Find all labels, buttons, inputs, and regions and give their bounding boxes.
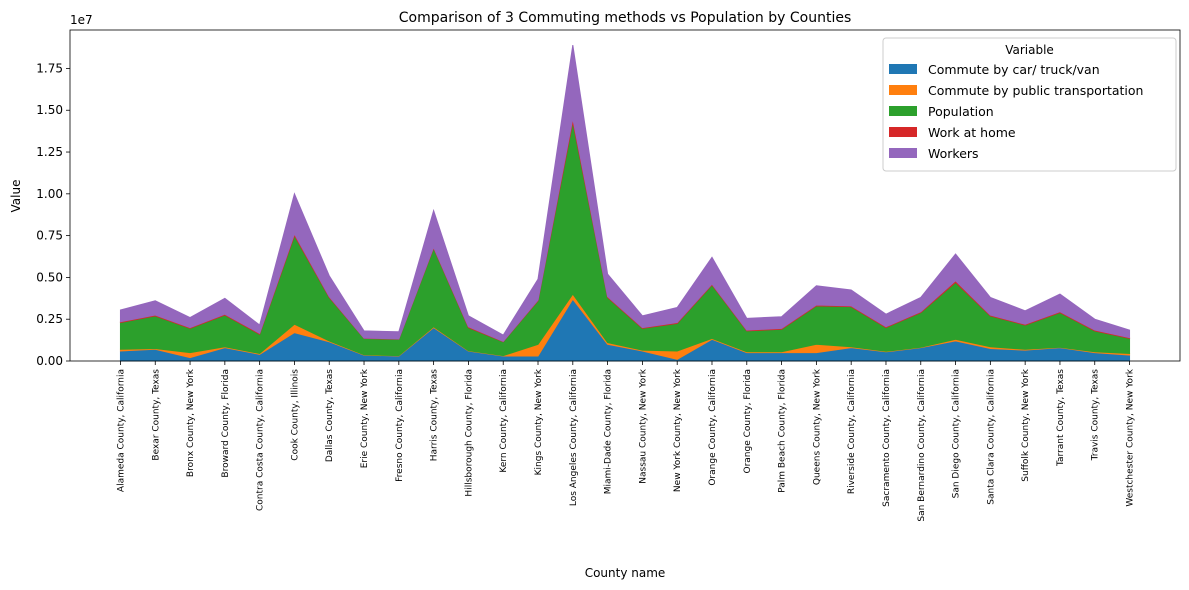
y-offset-label: 1e7 <box>70 13 93 27</box>
x-tick-label: Riverside County, California <box>847 369 857 494</box>
legend-label: Workers <box>928 146 979 161</box>
area <box>119 44 1131 343</box>
x-tick-label: Hillsborough County, Florida <box>464 369 474 497</box>
x-tick-label: Palm Beach County, Florida <box>778 369 788 493</box>
x-tick-label: Erie County, New York <box>360 368 370 468</box>
x-tick-label: Suffolk County, New York <box>1021 368 1031 481</box>
legend-label: Population <box>928 104 994 119</box>
x-tick-label: Miami-Dade County, Florida <box>604 369 614 494</box>
legend-frame <box>882 37 1177 172</box>
y-tick-label: 0.25 <box>36 312 63 326</box>
x-tick-label: Fresno County, California <box>395 369 405 482</box>
legend-label: Commute by public transportation <box>928 83 1143 98</box>
plot-frame <box>69 29 1181 362</box>
x-tick-label: New York County, New York <box>673 368 683 492</box>
x-tick-label: San Bernardino County, California <box>917 369 927 522</box>
x-tick-label: Dallas County, Texas <box>325 369 335 462</box>
y-tick-label: 1.75 <box>36 61 63 75</box>
legend-swatch <box>889 106 917 116</box>
x-tick-label: Sacramento County, California <box>882 369 892 507</box>
legend-label: Work at home <box>928 125 1016 140</box>
y-axis-label: Value <box>9 180 23 213</box>
chart-title: Comparison of 3 Commuting methods vs Pop… <box>399 10 852 26</box>
x-tick-label: Bexar County, Texas <box>151 369 161 461</box>
x-tick-label: Los Angeles County, California <box>569 369 579 506</box>
y-tick-label: 0.75 <box>36 229 63 243</box>
y-tick-label: 1.25 <box>36 145 63 159</box>
x-tick-label: San Diego County, California <box>952 369 962 498</box>
x-tick-label: Travis County, Texas <box>1091 369 1101 462</box>
legend-label: Commute by car/ truck/van <box>928 62 1100 77</box>
y-tick-label: 0.50 <box>36 270 63 284</box>
x-tick-label: Contra Costa County, California <box>256 369 266 511</box>
x-tick-label: Kern County, California <box>499 369 509 473</box>
x-tick-label: Queens County, New York <box>812 368 822 485</box>
x-tick-label: Tarrant County, Texas <box>1056 369 1066 467</box>
x-axis-label: County name <box>585 566 666 580</box>
legend-swatch <box>889 64 917 74</box>
x-tick-label: Bronx County, New York <box>186 368 196 477</box>
legend-swatch <box>889 127 917 137</box>
y-tick-label: 0.00 <box>36 354 63 368</box>
legend-swatch <box>889 85 917 95</box>
y-tick-label: 1.00 <box>36 187 63 201</box>
legend-swatch <box>889 148 917 158</box>
x-tick-label: Kings County, New York <box>534 368 544 475</box>
legend-title: Variable <box>1005 43 1054 57</box>
x-tick-label: Orange County, California <box>708 369 718 486</box>
y-tick-label: 1.50 <box>36 103 63 117</box>
x-tick-label: Nassau County, New York <box>638 368 648 483</box>
x-tick-label: Orange County, Florida <box>743 369 753 474</box>
x-tick-label: Harris County, Texas <box>430 369 440 462</box>
x-tick-label: Westchester County, New York <box>1126 368 1136 506</box>
x-tick-label: Cook County, Illinois <box>290 369 300 461</box>
legend: Variable Commute by car/ truck/van Commute… <box>882 37 1177 172</box>
x-tick-label: Santa Clara County, California <box>986 369 996 505</box>
x-tick-label: Alameda County, California <box>116 369 126 492</box>
x-tick-label: Broward County, Florida <box>221 369 231 478</box>
